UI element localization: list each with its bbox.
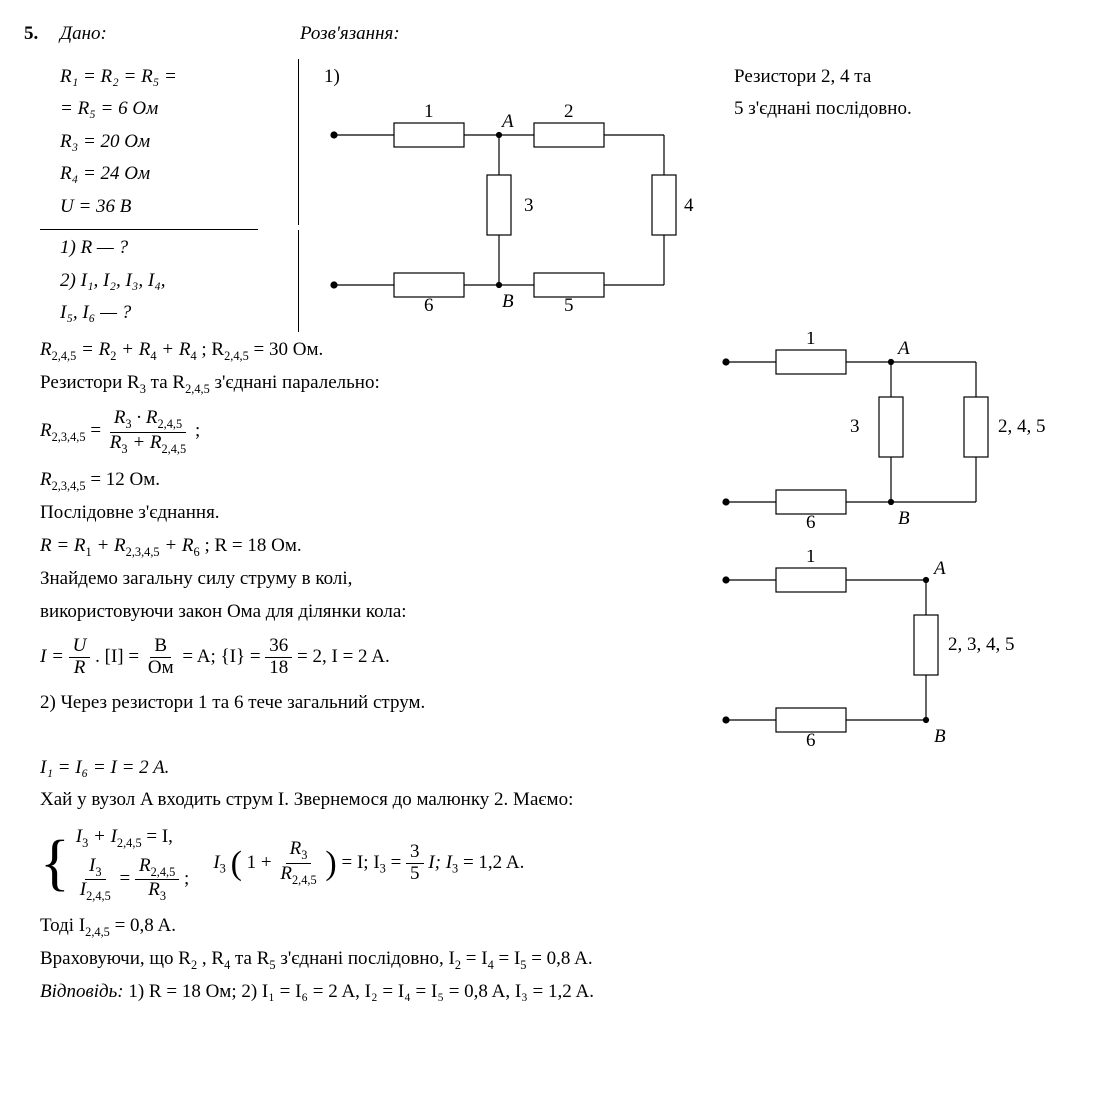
svg-text:1: 1 (424, 101, 434, 122)
given-line: U = 36 В (60, 193, 280, 222)
svg-text:6: 6 (806, 512, 816, 532)
question-line: 1) R — ? (60, 234, 280, 263)
eq-line: I = UR . [I] = ВОм = A; {I} = 3618 = 2, … (40, 636, 716, 679)
text-line: Хай у вузол A входить струм I. Звернемос… (40, 786, 1076, 815)
vertical-divider (298, 230, 299, 332)
svg-text:5: 5 (564, 295, 574, 315)
answer-line: Відповідь: 1) R = 18 Ом; 2) I₁ = I₆ = 2 … (40, 978, 1076, 1007)
svg-text:A: A (500, 111, 514, 132)
svg-text:A: A (896, 338, 910, 359)
svg-text:2: 2 (564, 101, 574, 122)
circuit-diagram-1: 1 2 3 4 5 6 A B (324, 95, 694, 315)
upper-zone: R₁ = R₂ = R₅ = = R₅ = 6 Ом R₃ = 20 Ом R₄… (24, 59, 1076, 332)
given-label: Дано: (60, 20, 300, 49)
eq-line: R2,3,4,5 = R3 · R2,4,5 R3 + R2,4,5 ; (40, 408, 716, 456)
svg-text:2, 3, 4, 5: 2, 3, 4, 5 (948, 634, 1015, 655)
svg-text:1: 1 (806, 332, 816, 349)
svg-text:1: 1 (806, 550, 816, 567)
given-column: R₁ = R₂ = R₅ = = R₅ = 6 Ом R₃ = 20 Ом R₄… (24, 59, 300, 332)
side-diagrams: 1 3 2, 4, 5 6 A B (716, 332, 1076, 750)
given-line: = R₅ = 6 Ом (60, 95, 280, 124)
circuit-diagram-2: 1 3 2, 4, 5 6 A B (716, 332, 1066, 532)
header-row: 5. Дано: Розв'язання: (24, 20, 1076, 49)
given-line: R₄ = 24 Ом (60, 160, 280, 189)
eq-line: R = R1 + R2,3,4,5 + R6 ; R = 18 Ом. (40, 532, 716, 561)
solution-label: Розв'язання: (300, 20, 400, 49)
lower-text: I₁ = I₆ = I = 2 A. Хай у вузол A входить… (24, 754, 1076, 1007)
vertical-divider (298, 59, 299, 226)
mid-zone: R2,4,5 = R2 + R4 + R4 ; R2,4,5 = 30 Ом. … (24, 332, 1076, 750)
problem-number: 5. (24, 20, 60, 49)
text-line: використовуючи закон Ома для ділянки кол… (40, 598, 716, 627)
svg-text:B: B (934, 726, 946, 747)
system-block: { I3 + I2,4,5 = I, I3 I2,4,5 = R2,4,5 R3… (40, 823, 1076, 904)
eq-line: R2,3,4,5 = 12 Ом. (40, 466, 716, 495)
note-line: 5 з'єднані послідовно. (734, 95, 912, 124)
series-note: Резистори 2, 4 та 5 з'єднані послідовно. (724, 59, 912, 332)
text-line: 2) Через резистори 1 та 6 тече загальний… (40, 689, 716, 718)
given-line: R₃ = 20 Ом (60, 128, 280, 157)
svg-text:6: 6 (806, 730, 816, 750)
eq-line: Резистори R3 та R2,4,5 з'єднані паралель… (40, 369, 716, 398)
svg-text:B: B (898, 508, 910, 529)
svg-text:6: 6 (424, 295, 434, 315)
svg-text:A: A (932, 558, 946, 579)
text-line: Послідовне з'єднання. (40, 499, 716, 528)
question-line: 2) I₁, I₂, I₃, I₄, (60, 267, 280, 296)
eq-line: Враховуючи, що R2 , R4 та R5 з'єднані по… (40, 945, 1076, 974)
svg-text:4: 4 (684, 195, 694, 216)
text-line: Знайдемо загальну силу струму в колі, (40, 565, 716, 594)
eq-line: R2,4,5 = R2 + R4 + R4 ; R2,4,5 = 30 Ом. (40, 336, 716, 365)
solution-text: R2,4,5 = R2 + R4 + R4 ; R2,4,5 = 30 Ом. … (24, 332, 716, 750)
svg-text:B: B (502, 291, 514, 312)
eq-line: Тоді I2,4,5 = 0,8 A. (40, 912, 1076, 941)
brace-icon: { (40, 832, 70, 894)
note-line: Резистори 2, 4 та (734, 63, 912, 92)
diagram-1-block: 1) (300, 59, 724, 332)
eq-line: I₁ = I₆ = I = 2 A. (40, 754, 1076, 783)
svg-text:3: 3 (524, 195, 534, 216)
circuit-diagram-3: 1 2, 3, 4, 5 6 A B (716, 550, 1066, 750)
step-label: 1) (324, 63, 724, 92)
given-line: R₁ = R₂ = R₅ = (60, 63, 280, 92)
svg-text:3: 3 (850, 416, 860, 437)
question-line: I₅, I₆ — ? (60, 299, 280, 328)
svg-text:2, 4, 5: 2, 4, 5 (998, 416, 1046, 437)
